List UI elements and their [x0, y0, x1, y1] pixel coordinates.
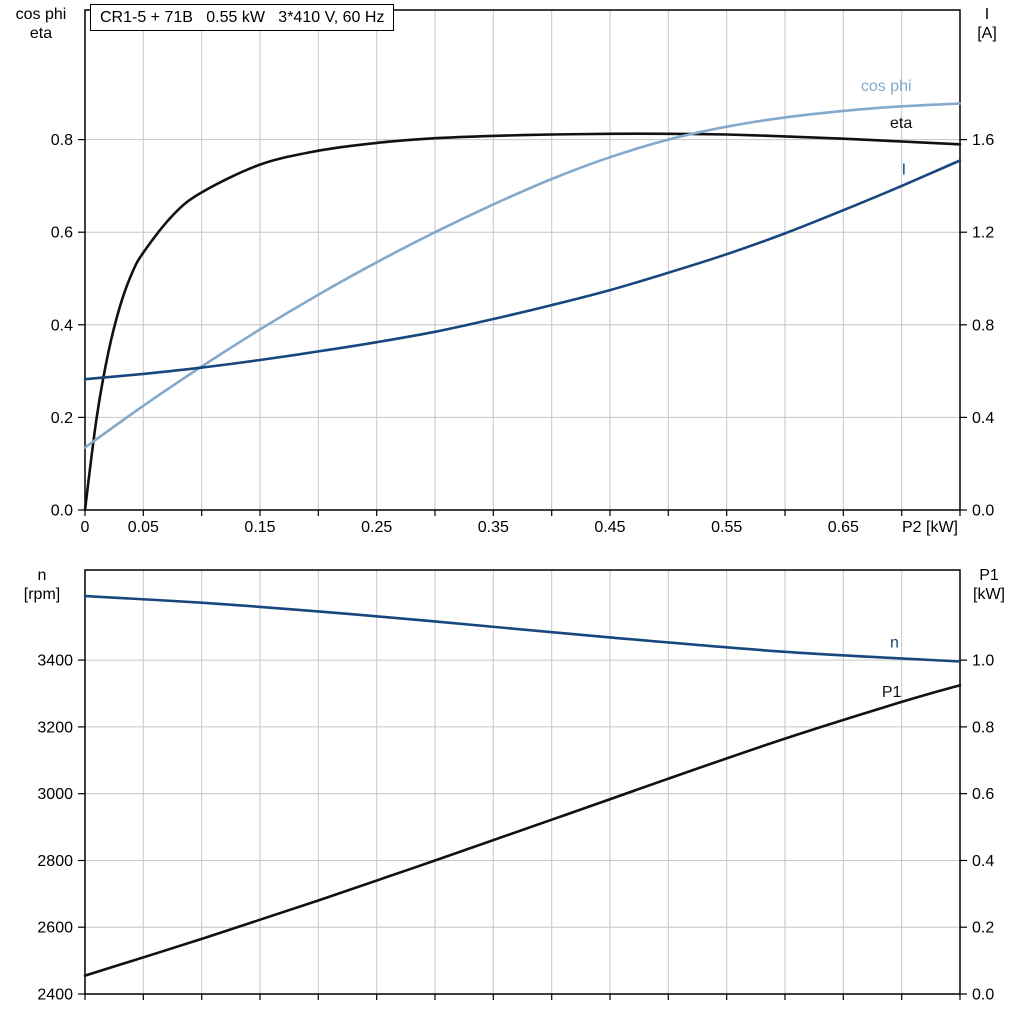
motor-electrical-chart: 0.0 0.2 0.4 0.6 0.8 0.0 0.4 0.8 1.2 1.6 0 0.05 0.15 0… [51, 9, 994, 536]
right-axis-tick-label: 0.8 [972, 317, 994, 334]
left-axis-tick-label: 0.0 [51, 503, 73, 520]
bottom-right-axis-title: P1 [kW] [961, 566, 1017, 604]
bottom-left-axis-title: n [rpm] [9, 566, 75, 604]
axis-title-current: I [984, 6, 990, 23]
axis-title-p1-unit: [kW] [973, 586, 1005, 603]
right-axis-tick-label: 0.0 [972, 503, 994, 520]
right-axis-tick-label: 0.2 [972, 920, 994, 937]
p1-curve [83, 683, 962, 977]
plot-border [84, 569, 961, 995]
i-curve [83, 159, 962, 381]
axis-title-speed-unit: [rpm] [23, 586, 61, 603]
right-axis-tick-label: 0.8 [972, 719, 994, 736]
cos-phi-curve-label: cos phi [861, 78, 912, 95]
x-axis-tick-label: 0.45 [594, 519, 625, 536]
cos-phi-curve [83, 102, 962, 449]
eta-curve [83, 132, 962, 512]
n-curve-label: n [890, 634, 899, 651]
left-axis-tick-label: 0.2 [51, 410, 73, 427]
right-axis-tick-label: 1.0 [972, 653, 994, 670]
left-axis-tick-label: 0.4 [51, 317, 73, 334]
top-right-axis-title: I [A] [960, 5, 1014, 43]
right-axis-tick-label: 1.6 [972, 132, 994, 149]
axis-title-speed: n [37, 567, 47, 584]
x-axis-tick-label: 0.25 [361, 519, 392, 536]
right-axis-tick-label: 0.4 [972, 410, 994, 427]
plot-border [84, 9, 961, 511]
x-axis-tick-label: 0.65 [828, 519, 859, 536]
i-curve-label: I [902, 161, 906, 178]
right-axis-tick-label: 1.2 [972, 225, 994, 242]
speed-power-chart: 2400 2600 2800 3000 3200 3400 0.0 0.2 0.4 0.6 0.8 1… [37, 569, 994, 1004]
chart-title-box: CR1-5 + 71B 0.55 kW 3*410 V, 60 Hz [90, 4, 395, 31]
n-curve [83, 594, 962, 663]
left-axis-tick-label: 3400 [37, 653, 73, 670]
left-axis-tick-label: 3200 [37, 719, 73, 736]
x-axis-tick-label: 0 [81, 519, 90, 536]
x-axis-tick-label: 0.15 [244, 519, 275, 536]
left-axis-tick-label: 2400 [37, 987, 73, 1004]
axis-title-current-unit: [A] [977, 25, 997, 42]
left-axis-tick-label: 3000 [37, 786, 73, 803]
x-axis-tick-label: 0.05 [128, 519, 159, 536]
right-axis-tick-label: 0.0 [972, 987, 994, 1004]
eta-curve-label: eta [890, 115, 912, 132]
axis-title-p1: P1 [979, 567, 999, 584]
left-axis-tick-label: 0.6 [51, 225, 73, 242]
top-left-axis-title: cos phi eta [3, 5, 79, 43]
x-axis-tick-label: 0.55 [711, 519, 742, 536]
left-axis-tick-label: 2800 [37, 853, 73, 870]
x-axis-label: P2 [kW] [902, 519, 958, 536]
left-axis-tick-label: 2600 [37, 920, 73, 937]
axis-title-cos-phi: cos phi [15, 6, 67, 23]
x-axis-tick-label: 0.35 [478, 519, 509, 536]
p1-curve-label: P1 [882, 684, 902, 701]
right-axis-tick-label: 0.6 [972, 786, 994, 803]
axis-title-eta: eta [29, 25, 53, 42]
left-axis-tick-label: 0.8 [51, 132, 73, 149]
right-axis-tick-label: 0.4 [972, 853, 994, 870]
